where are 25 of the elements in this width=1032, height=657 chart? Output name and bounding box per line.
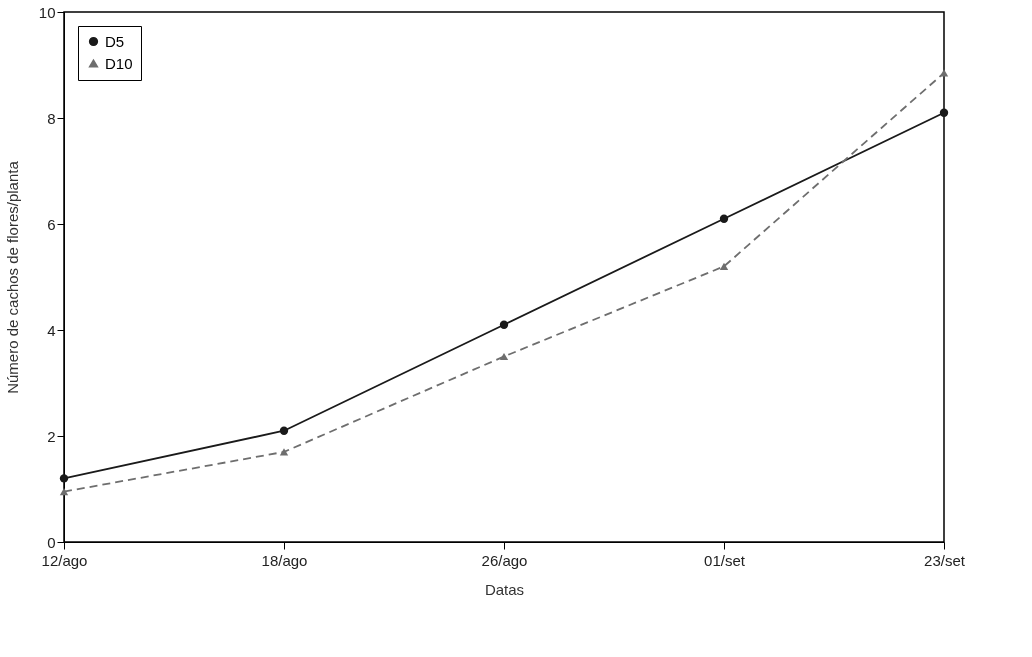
point bbox=[719, 262, 729, 271]
point bbox=[59, 474, 69, 483]
point bbox=[59, 488, 69, 496]
x-tick-label: 18/ago bbox=[261, 551, 308, 569]
y-tick-label: 8 bbox=[47, 109, 56, 127]
y-tick-label: 2 bbox=[47, 427, 56, 445]
point bbox=[719, 214, 729, 223]
x-tick-label: 01/set bbox=[704, 551, 746, 569]
legend-label: D5 bbox=[105, 32, 125, 50]
point bbox=[499, 320, 509, 329]
x-tick-label: 12/ago bbox=[41, 551, 88, 569]
y-tick-label: 6 bbox=[47, 215, 56, 233]
y-axis-title: Número de cachos de flores/planta bbox=[3, 160, 21, 394]
x-tick-label: 23/set bbox=[924, 551, 966, 569]
y-tick-label: 0 bbox=[47, 533, 56, 551]
point bbox=[279, 448, 289, 456]
point bbox=[499, 352, 509, 361]
y-tick-label: 10 bbox=[38, 3, 56, 21]
point bbox=[939, 108, 949, 117]
point bbox=[939, 69, 949, 77]
y-tick-label: 4 bbox=[47, 321, 56, 339]
x-axis-title: Datas bbox=[484, 580, 525, 598]
legend-label: D10 bbox=[105, 54, 133, 72]
point bbox=[279, 426, 289, 435]
x-tick-label: 26/ago bbox=[481, 551, 528, 569]
